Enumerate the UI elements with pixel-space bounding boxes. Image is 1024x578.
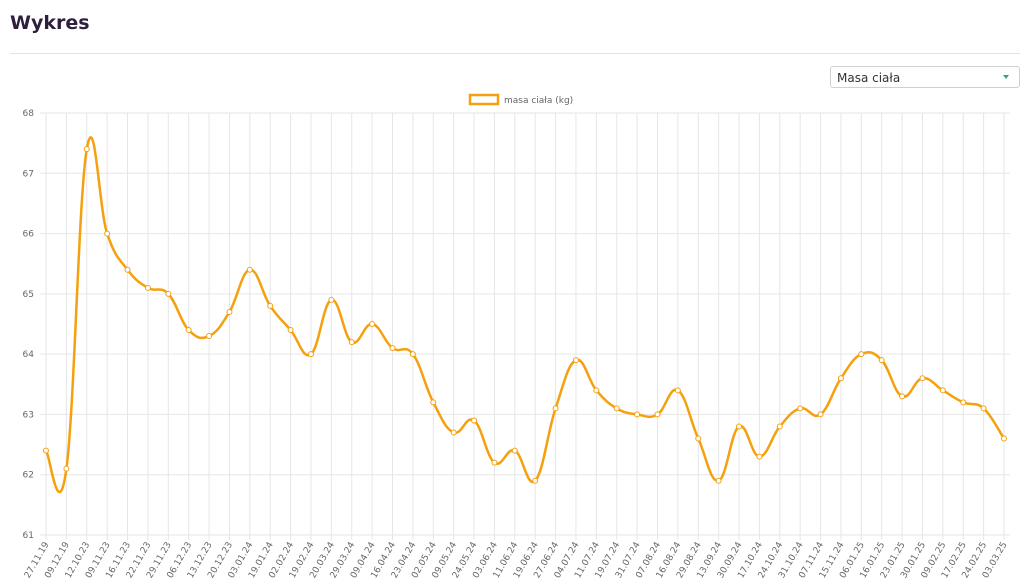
y-tick-label: 65 [23, 290, 34, 300]
data-point [817, 411, 824, 418]
data-point [287, 327, 294, 334]
y-tick-label: 68 [23, 109, 35, 119]
data-point [552, 405, 559, 412]
data-point [63, 465, 70, 472]
data-point [980, 405, 987, 412]
data-point [471, 417, 478, 424]
data-point [899, 393, 906, 400]
data-point [369, 321, 376, 327]
data-point [307, 351, 314, 358]
data-point [654, 411, 661, 418]
select-arrow [1003, 75, 1009, 79]
data-point [532, 477, 539, 484]
y-tick-label: 63 [23, 410, 34, 420]
select-value: Masa ciała [837, 71, 901, 85]
data-point [674, 387, 681, 394]
data-point [572, 357, 579, 364]
data-point [389, 345, 396, 352]
legend-swatch [468, 93, 500, 106]
page-title: Wykres [10, 12, 90, 34]
data-point [267, 302, 274, 309]
data-point [613, 405, 620, 412]
y-tick-label: 61 [23, 531, 34, 541]
data-point [837, 375, 844, 382]
data-point [165, 290, 172, 297]
data-point [206, 333, 213, 340]
data-point [450, 429, 457, 436]
data-point [919, 375, 926, 382]
data-point [878, 357, 885, 364]
data-point [756, 453, 763, 460]
data-point [409, 351, 416, 358]
data-point [776, 423, 783, 430]
data-point [715, 477, 722, 484]
data-point [960, 399, 967, 406]
data-point [695, 435, 702, 442]
data-point [328, 296, 335, 303]
y-tick-label: 66 [23, 230, 35, 240]
data-point [939, 387, 946, 394]
data-point [634, 411, 641, 418]
data-point [348, 339, 355, 346]
data-point [858, 351, 865, 358]
data-point [593, 387, 600, 394]
metric-select[interactable]: Masa ciała [830, 66, 1020, 88]
data-point [83, 146, 90, 153]
data-point [246, 266, 253, 273]
y-tick-label: 62 [23, 471, 34, 481]
data-point [124, 266, 131, 273]
data-point [511, 447, 518, 454]
data-point [185, 327, 192, 334]
series-line [44, 136, 1006, 494]
data-point [736, 423, 743, 430]
divider [10, 53, 1020, 54]
data-point [491, 459, 498, 466]
y-tick-label: 64 [23, 350, 35, 360]
data-point [104, 230, 111, 237]
y-tick-label: 67 [23, 169, 34, 179]
data-point [43, 447, 49, 454]
data-point [797, 405, 804, 412]
legend-label: masa ciała (kg) [504, 96, 573, 106]
data-point [144, 284, 151, 291]
data-point [430, 399, 437, 406]
data-point [1001, 435, 1007, 442]
data-point [226, 308, 233, 315]
